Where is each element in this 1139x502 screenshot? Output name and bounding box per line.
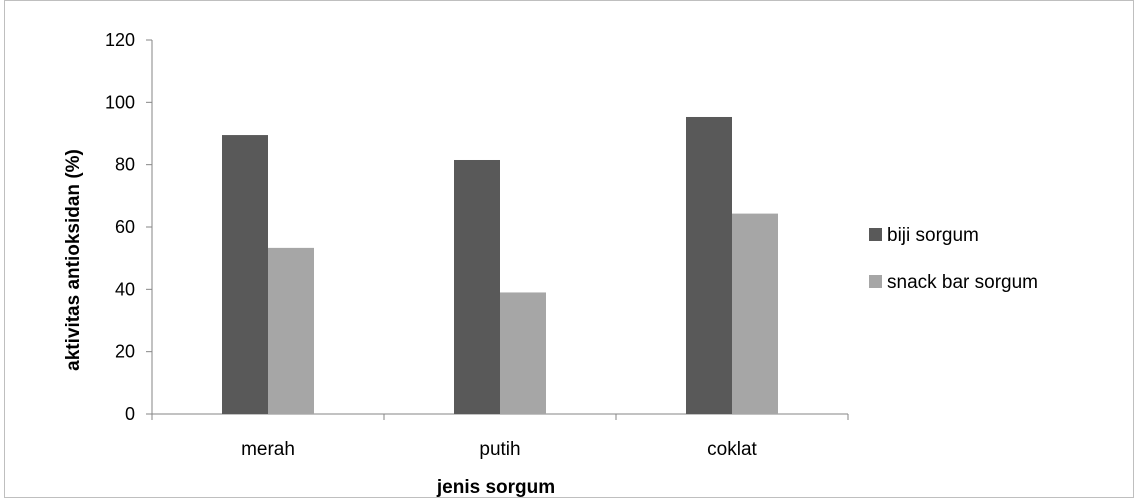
y-tick-label: 0	[125, 404, 135, 424]
legend-label: biji sorgum	[887, 225, 979, 246]
y-tick-label: 20	[115, 342, 135, 362]
y-axis-title: aktivitas antioksidan (%)	[63, 149, 84, 371]
y-tick-label: 60	[115, 217, 135, 237]
bar-biji-sorgum-coklat	[686, 116, 732, 415]
x-axis-title: jenis sorgum	[436, 477, 555, 498]
y-tick-label: 120	[105, 30, 135, 50]
bar-biji-sorgum-putih	[454, 159, 500, 414]
y-tick-label: 80	[115, 155, 135, 175]
bars	[222, 116, 778, 415]
bar-snack-bar-sorgum-putih	[500, 292, 546, 414]
bar-snack-bar-sorgum-coklat	[732, 213, 778, 414]
legend-swatch	[869, 275, 882, 288]
x-tick-label: coklat	[707, 439, 757, 460]
x-tick-label: putih	[479, 439, 520, 460]
legend: biji sorgum snack bar sorgum	[869, 225, 1038, 293]
legend-swatch	[869, 228, 882, 241]
bar-snack-bar-sorgum-merah	[268, 247, 314, 414]
x-axis: merah putih coklat	[151, 413, 849, 460]
y-axis: 0 20 40 60 80 100 120	[105, 30, 153, 424]
legend-label: snack bar sorgum	[887, 272, 1038, 293]
bar-biji-sorgum-merah	[222, 135, 268, 414]
y-tick-label: 100	[105, 92, 135, 112]
y-tick-label: 40	[115, 279, 135, 299]
x-tick-label: merah	[241, 439, 295, 460]
chart-frame	[4, 0, 1134, 498]
